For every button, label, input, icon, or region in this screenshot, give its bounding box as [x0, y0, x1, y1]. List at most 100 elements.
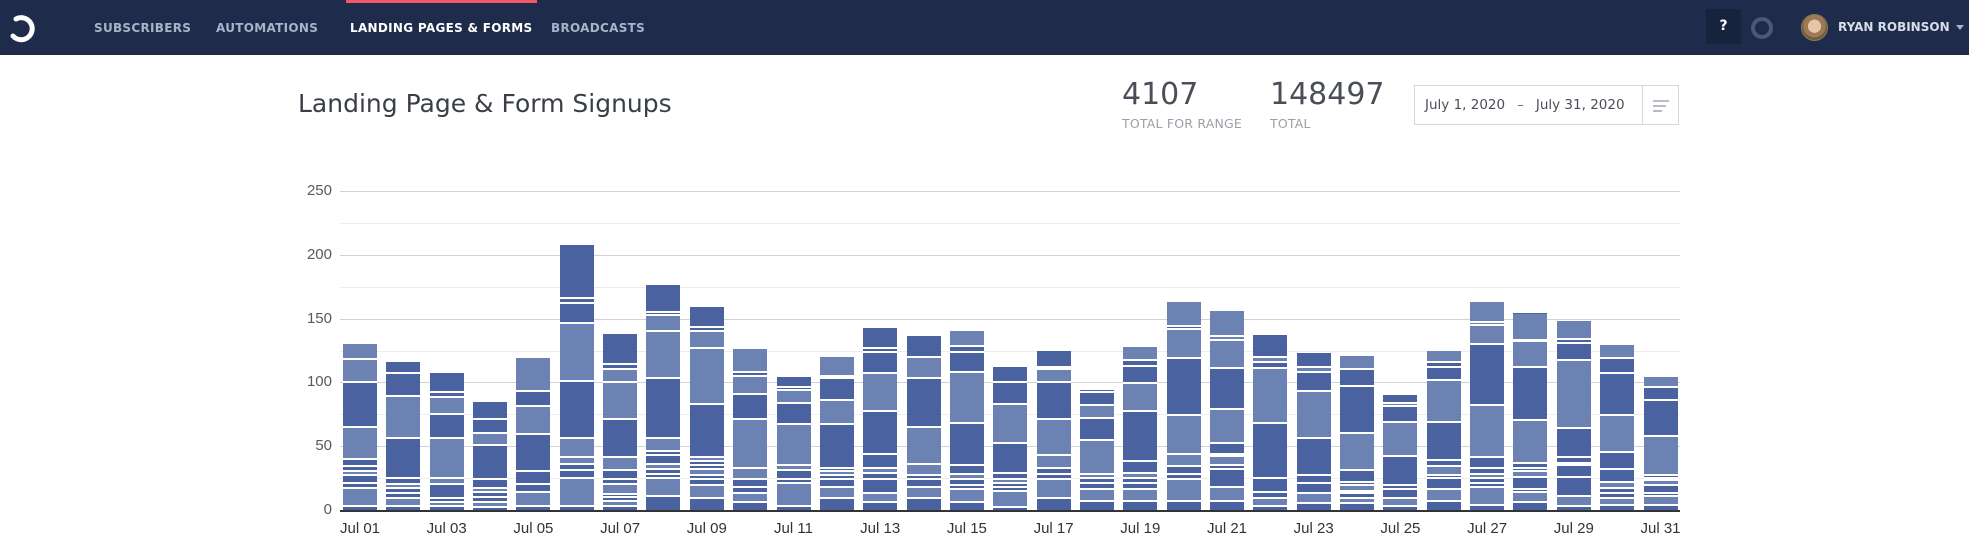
bar-segment: [949, 331, 984, 346]
bar-segment: [863, 410, 898, 453]
bar-jul-13[interactable]: [863, 327, 898, 510]
bar-jul-19[interactable]: [1123, 346, 1158, 510]
bar-segment: [1643, 386, 1678, 399]
bar-segment: [1600, 503, 1635, 510]
bar-segment: [516, 358, 551, 391]
bar-jul-30[interactable]: [1600, 345, 1635, 510]
bar-segment: [473, 418, 508, 433]
bar-jul-01[interactable]: [343, 344, 377, 510]
stat-label: TOTAL FOR RANGE: [1122, 116, 1242, 131]
bar-segment: [776, 481, 811, 505]
bar-jul-29[interactable]: [1556, 321, 1591, 510]
bar-segment: [906, 355, 941, 378]
bar-jul-24[interactable]: [1340, 355, 1375, 510]
bar-jul-12[interactable]: [819, 356, 854, 510]
bar-jul-03[interactable]: [429, 373, 464, 510]
bar-jul-14[interactable]: [906, 336, 941, 510]
bar-jul-07[interactable]: [603, 333, 638, 510]
bar-jul-21[interactable]: [1210, 310, 1244, 510]
bar-segment: [993, 381, 1028, 403]
bar-jul-05[interactable]: [516, 358, 551, 510]
bar-jul-04[interactable]: [473, 401, 508, 510]
bar-segment: [1470, 321, 1505, 324]
user-menu[interactable]: RYAN ROBINSON: [1838, 0, 1964, 55]
bar-jul-28[interactable]: [1513, 313, 1548, 510]
nav-landing-pages-forms[interactable]: LANDING PAGES & FORMS: [346, 0, 536, 55]
bar-segment: [1556, 337, 1591, 342]
bar-segment: [1340, 480, 1375, 485]
notification-ring-icon[interactable]: [1751, 17, 1773, 39]
bar-jul-10[interactable]: [733, 349, 768, 510]
bar-segment: [343, 504, 377, 510]
bar-segment: [1253, 476, 1288, 491]
bar-segment: [1513, 419, 1548, 462]
bar-segment: [1600, 467, 1635, 481]
bar-segment: [1210, 455, 1244, 465]
bar-jul-16[interactable]: [993, 367, 1028, 510]
bar-segment: [689, 456, 724, 461]
bar-segment: [516, 405, 551, 434]
bar-segment: [1166, 465, 1201, 473]
bar-segment: [776, 423, 811, 465]
stat-total-for-range: 4107 TOTAL FOR RANGE: [1122, 78, 1242, 132]
chevron-down-icon: [1955, 25, 1964, 30]
bar-segment: [906, 474, 941, 479]
bar-jul-27[interactable]: [1470, 302, 1505, 510]
bar-jul-06[interactable]: [559, 244, 594, 510]
help-button[interactable]: ?: [1706, 9, 1741, 44]
nav-automations[interactable]: AUTOMATIONS: [216, 21, 319, 35]
bar-segment: [559, 462, 594, 470]
bar-jul-22[interactable]: [1253, 335, 1288, 510]
nav-subscribers[interactable]: SUBSCRIBERS: [94, 21, 192, 35]
bar-jul-09[interactable]: [689, 307, 724, 510]
convertkit-logo-icon[interactable]: [5, 12, 37, 44]
bar-segment: [1513, 490, 1548, 502]
bar-segment: [1513, 470, 1548, 476]
bar-segment: [429, 391, 464, 397]
bar-jul-23[interactable]: [1296, 353, 1331, 510]
bar-jul-08[interactable]: [646, 285, 681, 510]
bar-segment: [1383, 488, 1418, 498]
bar-segment: [1426, 476, 1461, 489]
x-tick-label: Jul 25: [1380, 520, 1421, 537]
bar-segment: [689, 460, 724, 465]
bar-segment: [993, 481, 1028, 486]
bar-jul-02[interactable]: [386, 361, 421, 510]
avatar[interactable]: [1801, 14, 1828, 41]
bar-segment: [603, 504, 638, 510]
bar-segment: [1383, 484, 1418, 489]
bar-segment: [733, 485, 768, 493]
bar-segment: [819, 497, 854, 510]
bar-segment: [733, 492, 768, 502]
bar-segment: [603, 456, 638, 470]
bar-segment: [429, 497, 464, 502]
bar-jul-31[interactable]: [1643, 377, 1678, 510]
bar-segment: [386, 487, 421, 493]
date-range-input[interactable]: July 1, 2020– July 31, 2020: [1425, 86, 1625, 124]
filter-lines-icon[interactable]: [1642, 86, 1678, 124]
bar-jul-18[interactable]: [1079, 390, 1114, 510]
bar-segment: [603, 363, 638, 369]
bar-segment: [1253, 497, 1288, 505]
bar-segment: [386, 395, 421, 438]
date-range-picker[interactable]: July 1, 2020– July 31, 2020: [1414, 85, 1679, 125]
bar-jul-11[interactable]: [776, 377, 811, 510]
bar-segment: [776, 386, 811, 389]
bar-segment: [949, 473, 984, 479]
bar-jul-17[interactable]: [1036, 350, 1071, 510]
bar-jul-20[interactable]: [1166, 302, 1201, 510]
bar-segment: [906, 462, 941, 475]
x-tick-label: Jul 31: [1640, 520, 1681, 537]
bar-jul-15[interactable]: [949, 331, 984, 510]
x-tick-label: Jul 17: [1033, 520, 1074, 537]
bar-segment: [1079, 476, 1114, 482]
bar-segment: [1383, 420, 1418, 456]
bar-segment: [1296, 437, 1331, 475]
nav-broadcasts[interactable]: BROADCASTS: [551, 21, 646, 35]
x-tick-label: Jul 13: [860, 520, 901, 537]
bar-segment: [949, 488, 984, 502]
bar-segment: [863, 350, 898, 373]
bar-segment: [1079, 473, 1114, 477]
bar-jul-25[interactable]: [1383, 395, 1418, 510]
bar-jul-26[interactable]: [1426, 350, 1461, 510]
